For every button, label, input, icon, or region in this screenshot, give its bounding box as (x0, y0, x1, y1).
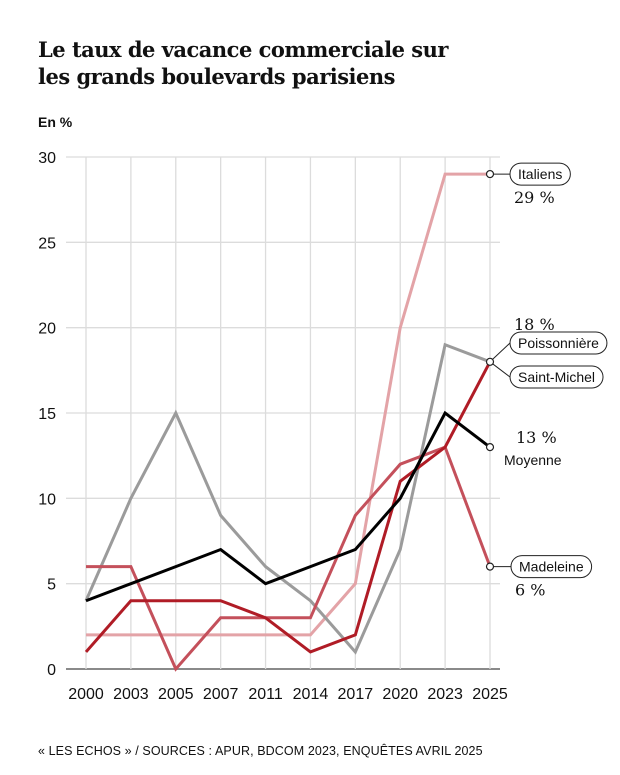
x-tick-label: 2005 (158, 686, 194, 703)
series-label: Madeleine (519, 559, 584, 575)
y-tick-label: 5 (47, 577, 56, 594)
value-label-madeleine: 6 % (515, 581, 545, 600)
end-marker-italiens (485, 169, 495, 179)
x-tick-label: 2000 (68, 686, 104, 703)
series-line-moyenne (85, 410, 491, 603)
x-tick-label: 2020 (382, 686, 418, 703)
x-tick-label: 2014 (293, 686, 329, 703)
label-pill (509, 365, 604, 389)
annotation-poissonniere: Poissonnière (509, 331, 608, 355)
series-label-moyenne: Moyenne (504, 452, 562, 468)
x-tick-label: 2003 (113, 686, 149, 703)
y-tick-label: 20 (38, 321, 56, 338)
y-axis-unit-label: En % (38, 114, 73, 130)
series-label: Italiens (518, 166, 562, 182)
series-line-saint-michel (84, 342, 491, 655)
label-pill (510, 555, 593, 579)
chart-title: Le taux de vacance commerciale sur les g… (38, 36, 558, 90)
y-tick-label: 10 (38, 491, 56, 508)
y-tick-label: 15 (38, 406, 56, 423)
y-tick-label: 30 (38, 150, 56, 167)
x-tick-label: 2011 (248, 686, 283, 703)
label-pill (509, 162, 571, 186)
series-label: Saint-Michel (518, 369, 595, 385)
value-label-moyenne: 13 % (516, 428, 557, 447)
value-label-poissonniere: 18 % (514, 315, 555, 334)
series-line-poissonni-re (84, 361, 492, 654)
value-label-italiens: 29 % (514, 188, 555, 207)
series-label: Poissonnière (518, 335, 599, 351)
end-marker-madeleine (485, 562, 495, 571)
grid (66, 156, 500, 670)
series-line-italiens (86, 172, 490, 637)
x-tick-label: 2023 (427, 686, 463, 703)
annotation-saint-michel: Saint-Michel (509, 365, 604, 389)
y-tick-label: 25 (38, 235, 56, 252)
end-marker-moyenne (485, 443, 495, 452)
end-annotations: Italiens 29 % 18 %Poissonnière Saint-Michel… (485, 162, 608, 600)
x-tick-label: 2025 (472, 686, 508, 703)
chart-title-line-1: Le taux de vacance commerciale sur (38, 37, 448, 62)
y-tick-label: 0 (47, 662, 56, 679)
x-tick-label: 2007 (203, 686, 239, 703)
chart-title-line-2: les grands boulevards parisiens (38, 64, 395, 89)
x-axis-ticks: 2000 2003 2005 2007 2011 2014 2017 2020 2023 2025 (68, 686, 508, 703)
annotation-italiens: Italiens (509, 162, 571, 186)
annotation-madeleine: Madeleine (510, 555, 593, 579)
y-axis-ticks: 0 5 10 15 20 25 30 (38, 150, 56, 679)
end-marker-poissonniere (485, 357, 495, 366)
x-tick-label: 2017 (338, 686, 374, 703)
series-lines (84, 172, 492, 672)
source-credit: « LES ECHOS » / SOURCES : APUR, BDCOM 20… (38, 744, 483, 758)
leader-line (489, 342, 511, 363)
leader-line (489, 361, 511, 378)
label-pill (509, 331, 608, 355)
